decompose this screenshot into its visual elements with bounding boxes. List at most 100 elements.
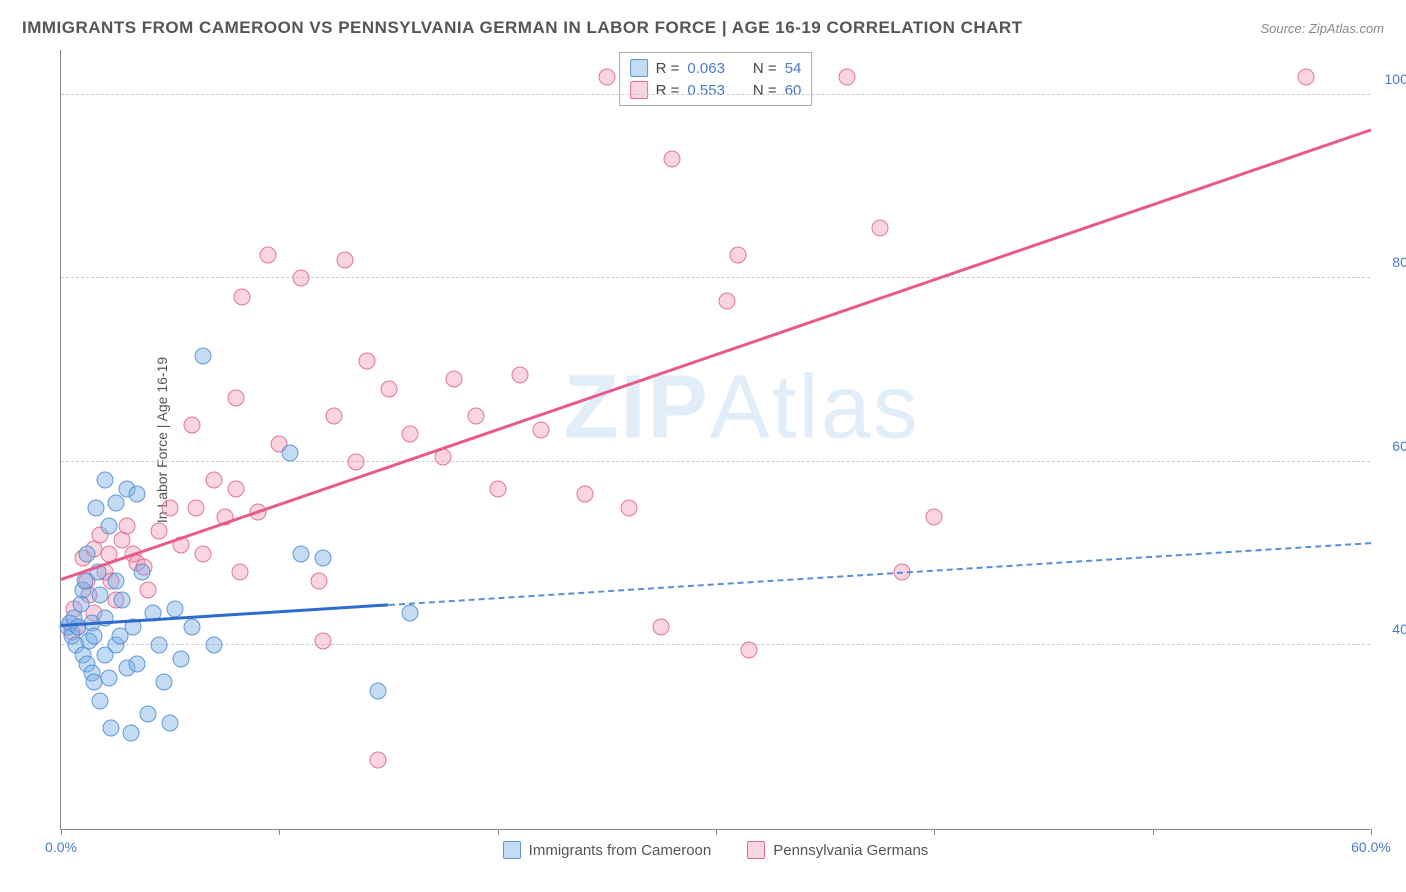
scatter-point (162, 499, 179, 516)
watermark: ZIPAtlas (564, 357, 920, 460)
scatter-point (598, 68, 615, 85)
ytick-label: 100.0% (1385, 71, 1406, 87)
xtick-label: 60.0% (1351, 839, 1391, 855)
scatter-point (140, 706, 157, 723)
scatter-point (489, 481, 506, 498)
scatter-point (227, 481, 244, 498)
scatter-point (315, 550, 332, 567)
scatter-point (140, 582, 157, 599)
plot-area: In Labor Force | Age 16-19 ZIPAtlas R = … (60, 50, 1370, 830)
scatter-point (729, 247, 746, 264)
gridline-h (61, 461, 1370, 462)
trend-line (61, 129, 1372, 581)
scatter-point (122, 724, 139, 741)
scatter-point (85, 628, 102, 645)
scatter-point (232, 564, 249, 581)
scatter-point (369, 683, 386, 700)
legend-label-b: Pennsylvania Germans (773, 842, 928, 859)
r-label-a: R = (656, 60, 680, 77)
scatter-point (282, 444, 299, 461)
scatter-point (151, 637, 168, 654)
scatter-point (315, 632, 332, 649)
legend-item-a: Immigrants from Cameroon (503, 841, 712, 859)
chart-title: IMMIGRANTS FROM CAMEROON VS PENNSYLVANIA… (22, 18, 1023, 38)
scatter-point (358, 353, 375, 370)
scatter-point (347, 453, 364, 470)
gridline-h (61, 277, 1370, 278)
swatch-series-b (630, 81, 648, 99)
scatter-point (227, 389, 244, 406)
ytick-label: 40.0% (1392, 621, 1406, 637)
xtick (934, 829, 935, 835)
gridline-h (61, 94, 1370, 95)
scatter-point (511, 366, 528, 383)
scatter-point (871, 219, 888, 236)
legend-label-a: Immigrants from Cameroon (529, 842, 712, 859)
scatter-point (79, 545, 96, 562)
scatter-point (380, 380, 397, 397)
scatter-point (129, 655, 146, 672)
scatter-point (87, 499, 104, 516)
scatter-point (101, 518, 118, 535)
scatter-point (205, 637, 222, 654)
r-label-b: R = (656, 82, 680, 99)
scatter-point (194, 545, 211, 562)
r-value-a: 0.063 (687, 60, 725, 77)
swatch-a-icon (503, 841, 521, 859)
scatter-point (369, 752, 386, 769)
scatter-point (310, 573, 327, 590)
xtick (1371, 829, 1372, 835)
scatter-point (107, 495, 124, 512)
scatter-point (718, 293, 735, 310)
scatter-point (92, 587, 109, 604)
gridline-h (61, 644, 1370, 645)
scatter-point (293, 270, 310, 287)
scatter-point (664, 151, 681, 168)
scatter-point (402, 605, 419, 622)
scatter-point (402, 426, 419, 443)
scatter-point (336, 252, 353, 269)
scatter-point (173, 651, 190, 668)
watermark-bold: ZIP (564, 358, 710, 458)
legend-row-b: R = 0.553 N = 60 (630, 79, 802, 101)
scatter-point (653, 619, 670, 636)
xtick (1153, 829, 1154, 835)
scatter-point (740, 642, 757, 659)
scatter-point (114, 591, 131, 608)
scatter-point (205, 472, 222, 489)
scatter-point (325, 408, 342, 425)
scatter-point (293, 545, 310, 562)
scatter-point (101, 669, 118, 686)
scatter-point (533, 421, 550, 438)
scatter-point (133, 564, 150, 581)
n-value-b: 60 (785, 82, 802, 99)
scatter-point (467, 408, 484, 425)
scatter-point (184, 417, 201, 434)
scatter-point (194, 348, 211, 365)
scatter-point (103, 720, 120, 737)
scatter-point (155, 674, 172, 691)
legend-item-b: Pennsylvania Germans (747, 841, 928, 859)
scatter-point (260, 247, 277, 264)
scatter-point (446, 371, 463, 388)
scatter-point (839, 68, 856, 85)
r-value-b: 0.553 (687, 82, 725, 99)
xtick (279, 829, 280, 835)
scatter-point (166, 600, 183, 617)
xtick (716, 829, 717, 835)
ytick-label: 80.0% (1392, 254, 1406, 270)
scatter-point (96, 472, 113, 489)
ytick-label: 60.0% (1392, 438, 1406, 454)
scatter-point (620, 499, 637, 516)
scatter-point (1297, 68, 1314, 85)
n-label-b: N = (753, 82, 777, 99)
scatter-point (926, 509, 943, 526)
y-axis-label: In Labor Force | Age 16-19 (154, 356, 170, 522)
n-value-a: 54 (785, 60, 802, 77)
scatter-point (184, 619, 201, 636)
scatter-point (234, 288, 251, 305)
swatch-b-icon (747, 841, 765, 859)
n-label-a: N = (753, 60, 777, 77)
scatter-point (92, 692, 109, 709)
scatter-point (118, 518, 135, 535)
